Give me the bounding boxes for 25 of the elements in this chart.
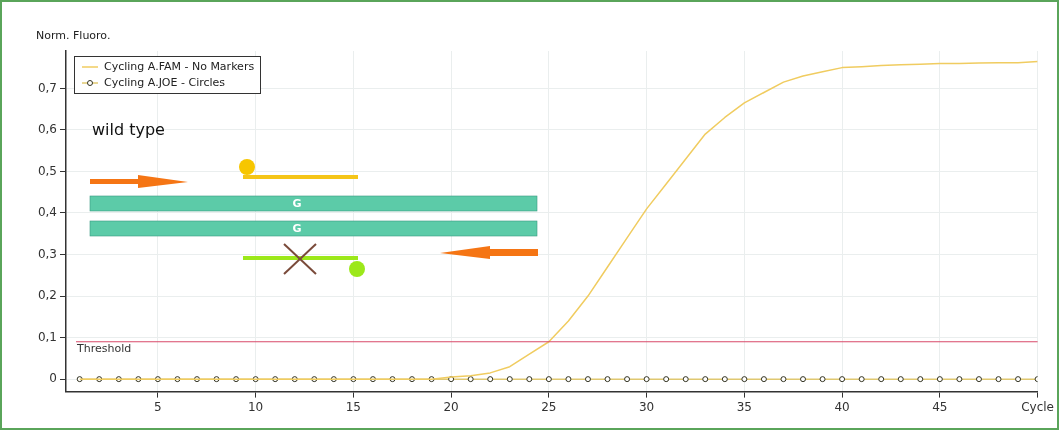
annotation: wild type <box>92 120 165 139</box>
annotation: G <box>291 221 303 236</box>
y-tick-label: 0,1 <box>37 329 57 344</box>
x-tick-label: 40 <box>834 399 850 414</box>
legend-label: Cycling A.JOE - Circles <box>104 75 226 91</box>
y-tick-label: 0 <box>49 371 57 386</box>
x-tick-label: 25 <box>541 399 557 414</box>
x-tick-label: 45 <box>932 399 948 414</box>
x-tick-label: 35 <box>736 399 752 414</box>
x-tick-label: 10 <box>247 399 264 414</box>
y-tick-label: 0,5 <box>37 163 57 178</box>
x-tick-label: Cycle <box>1021 399 1054 414</box>
y-tick-label: 0,7 <box>37 80 57 95</box>
x-tick-label: 30 <box>638 399 655 414</box>
y-tick-label: 0,4 <box>37 205 57 220</box>
x-tick-label: 20 <box>443 399 459 414</box>
y-tick-label: 0,6 <box>37 122 57 137</box>
legend-label: Cycling A.FAM - No Markers <box>104 59 255 75</box>
x-tick-label: 5 <box>154 399 162 414</box>
y-axis-title: Norm. Fluoro. <box>36 29 111 42</box>
y-tick-label: 0,3 <box>37 246 57 261</box>
y-tick-label: 0,2 <box>37 288 57 303</box>
x-tick-label: 15 <box>345 399 362 414</box>
annotation: G <box>291 196 303 211</box>
ref-line-label: Threshold <box>76 342 132 356</box>
